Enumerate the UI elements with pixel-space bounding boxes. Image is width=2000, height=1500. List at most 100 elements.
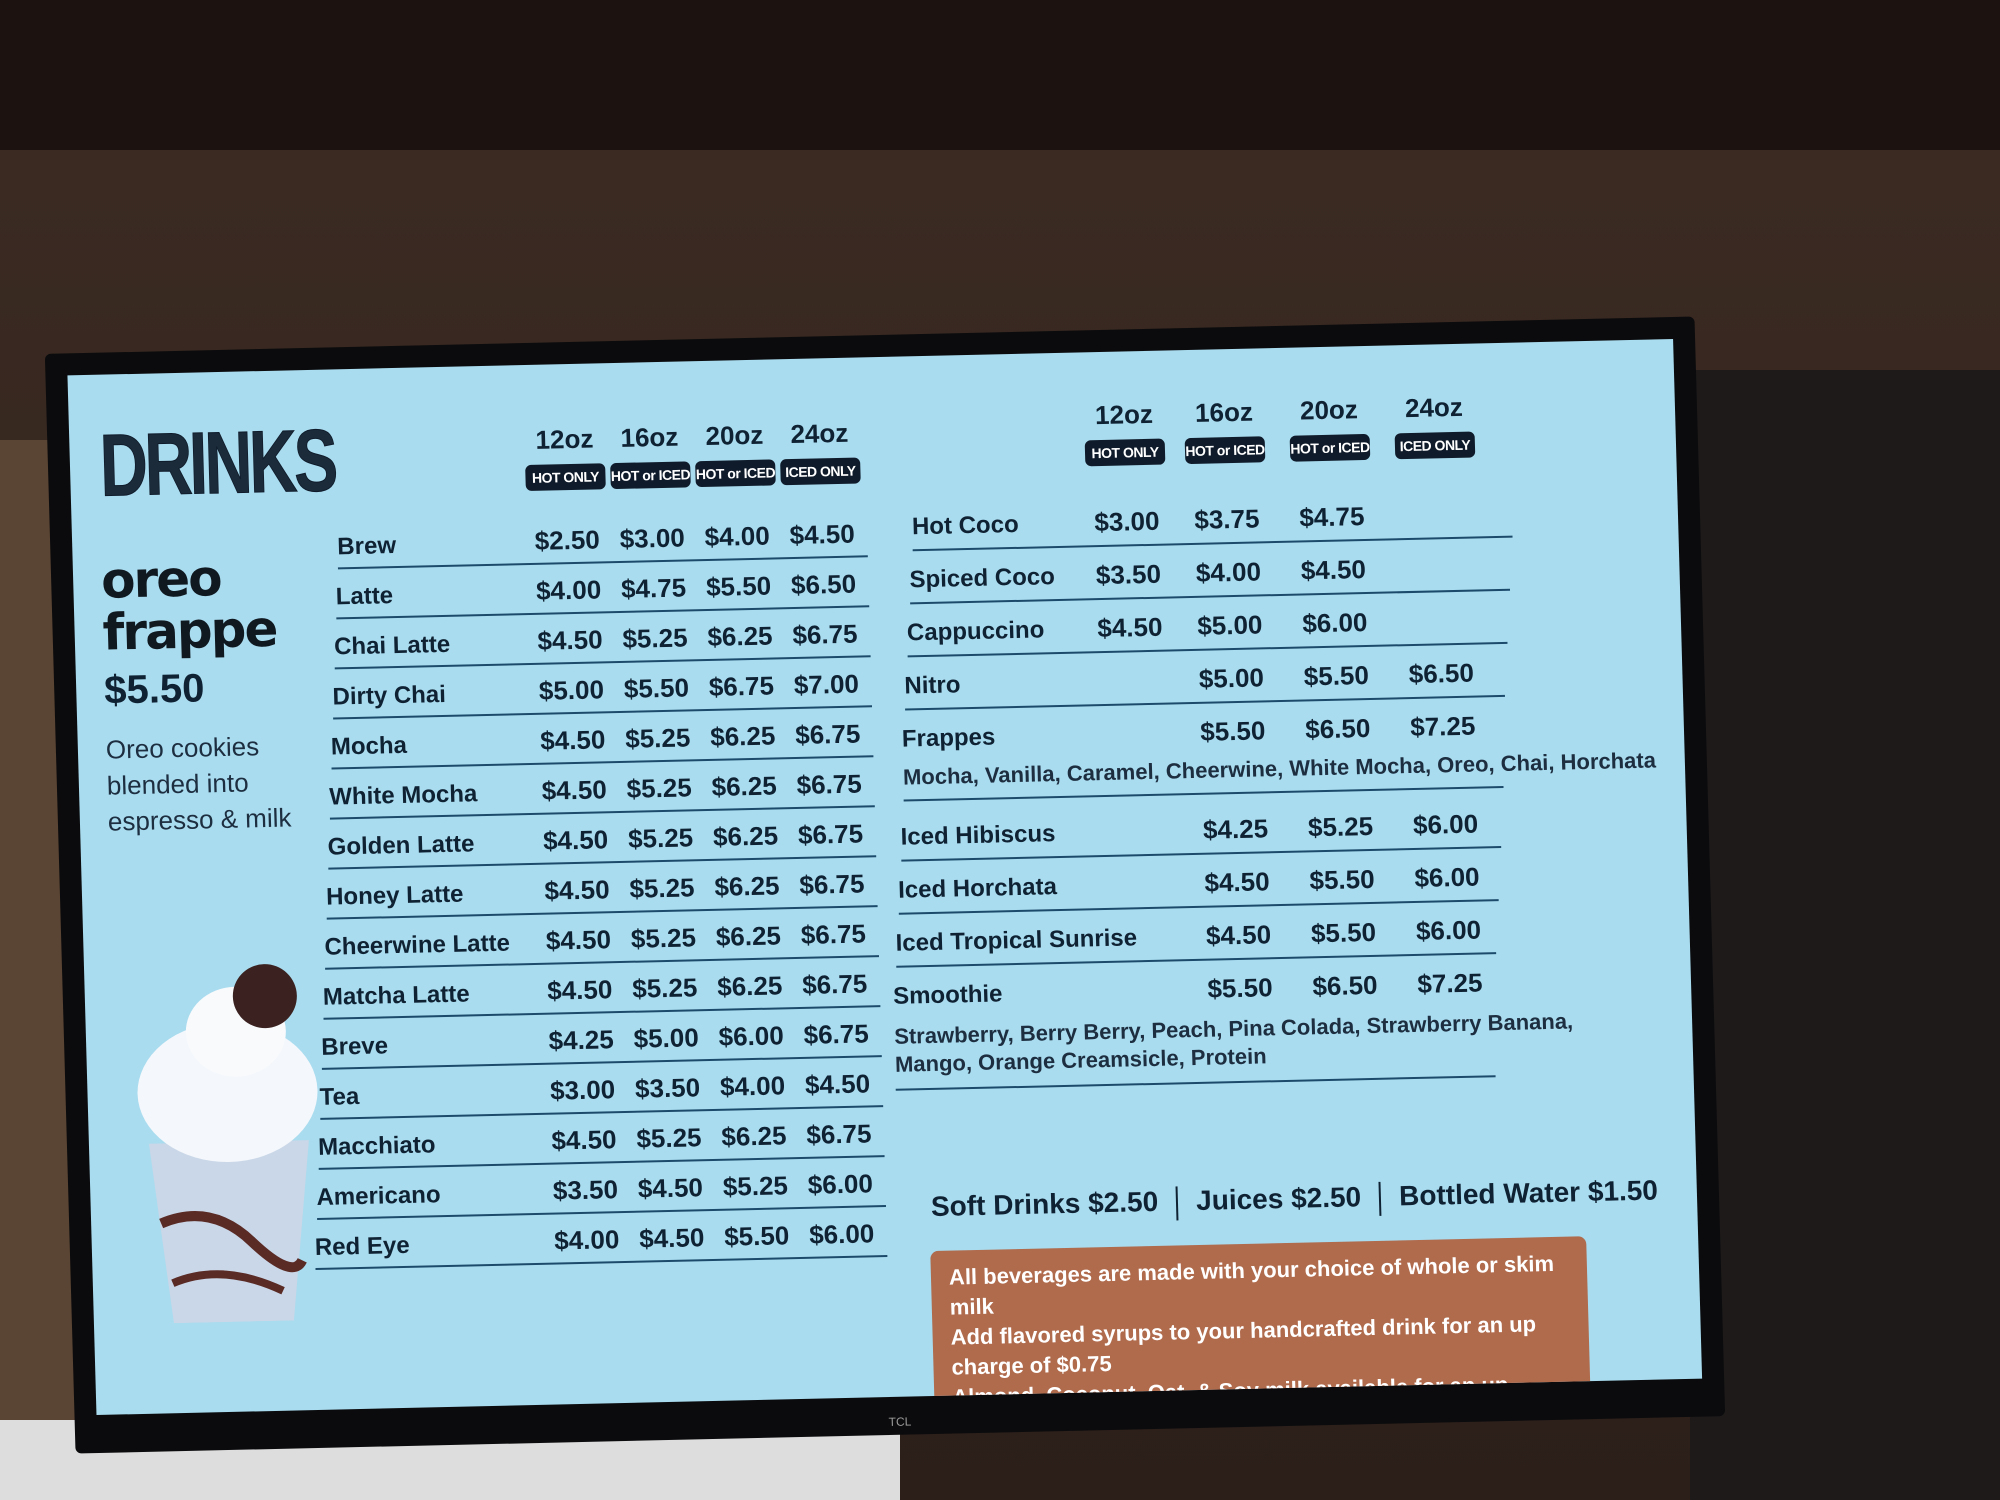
menu-title: DRINKS [98, 410, 337, 515]
item-price: $6.75 [792, 618, 858, 651]
item-price: $4.25 [1202, 813, 1269, 845]
item-price: $4.50 [789, 518, 856, 551]
item-price: $6.75 [708, 670, 775, 702]
item-price: $6.50 [1408, 657, 1475, 690]
item-name: Hot Coco [911, 510, 1020, 541]
item-price: $6.25 [715, 920, 782, 952]
item-price: $6.25 [712, 820, 779, 852]
item-price: $4.50 [539, 724, 606, 756]
size-header: 12oz [535, 423, 594, 455]
size-header: 24oz [790, 417, 849, 450]
divider [1175, 1186, 1179, 1221]
menu-screen: DRINKS oreo frappe $5.50 Oreo cookies bl… [67, 338, 1703, 1416]
item-name: Brew [336, 532, 397, 561]
item-name: Dirty Chai [332, 680, 447, 711]
item-price: $5.00 [1196, 609, 1263, 641]
tv-menu-board: DRINKS oreo frappe $5.50 Oreo cookies bl… [44, 316, 1726, 1454]
item-price: $6.00 [807, 1168, 874, 1200]
item-price: $6.75 [794, 718, 861, 750]
item-price: $6.00 [1414, 861, 1480, 893]
item-price: $3.00 [619, 522, 686, 554]
size-badge: HOT or ICED [1184, 436, 1266, 465]
item-price: $3.50 [1095, 558, 1162, 591]
item-name: Smoothie [892, 980, 1003, 1010]
item-name: Americano [316, 1181, 441, 1211]
size-header: 12oz [1094, 398, 1154, 431]
size-badge: HOT or ICED [695, 459, 776, 488]
bottled-water: Bottled Water $1.50 [1398, 1174, 1659, 1212]
juices: Juices $2.50 [1195, 1181, 1362, 1217]
item-name: Golden Latte [327, 830, 475, 861]
item-price: $5.50 [705, 570, 772, 602]
item-price: $6.75 [796, 768, 863, 800]
item-price: $7.25 [1409, 710, 1476, 743]
item-price: $5.50 [1207, 972, 1273, 1004]
item-price: $6.75 [803, 1018, 870, 1050]
item-name: Iced Hibiscus [900, 820, 1056, 851]
item-price: $5.25 [626, 772, 693, 804]
size-badge: ICED ONLY [780, 457, 861, 486]
frappe-cup-image [137, 964, 318, 1324]
item-price: $6.25 [709, 720, 776, 752]
menu-row: Smoothie $5.50 $6.50 $7.25 Strawberry, Berry… [892, 957, 1573, 1091]
item-price: $4.50 [542, 824, 609, 856]
item-price: $5.25 [722, 1170, 789, 1202]
item-price: $5.00 [1198, 662, 1265, 694]
item-price [1095, 815, 1175, 817]
item-price: $4.00 [535, 574, 602, 606]
side-panel [1690, 370, 2000, 1500]
size-header: 24oz [1404, 391, 1464, 424]
item-price: $5.00 [538, 674, 605, 706]
item-name: Cheerwine Latte [324, 929, 511, 961]
promo-desc-1: Oreo cookies [105, 731, 260, 765]
item-name: Iced Tropical Sunrise [895, 924, 1138, 957]
item-name: Red Eye [314, 1231, 410, 1262]
item-price [1396, 498, 1476, 500]
size-badge: HOT or ICED [610, 461, 691, 490]
item-price: $6.00 [808, 1218, 875, 1250]
item-price: $5.50 [623, 672, 690, 704]
soft-drinks: Soft Drinks $2.50 [930, 1185, 1159, 1223]
item-price: $5.25 [1307, 810, 1374, 843]
item-name: Tea [319, 1082, 360, 1111]
item-price: $6.75 [797, 818, 864, 850]
menu-row: Frappes $5.50 $6.50 $7.25 Mocha, Vanilla, Ca… [901, 699, 1656, 802]
item-price: $3.00 [1093, 505, 1160, 538]
item-price: $5.25 [629, 872, 695, 904]
promo-price: $5.50 [103, 666, 205, 713]
promo-name-2: frappe [101, 599, 278, 662]
item-price: $6.50 [1312, 969, 1378, 1002]
tv-brand-logo: TCL [888, 1414, 912, 1430]
ceiling [0, 0, 2000, 150]
promo-desc-3: espresso & milk [107, 802, 292, 837]
item-price: $5.25 [627, 822, 694, 854]
item-name: Mocha [330, 731, 408, 761]
item-price: $6.25 [716, 970, 783, 1002]
item-price: $6.75 [800, 918, 867, 950]
item-name: Latte [335, 582, 394, 611]
item-price: $5.25 [631, 972, 698, 1004]
other-drinks: Soft Drinks $2.50 Juices $2.50 Bottled Wat… [931, 1175, 1659, 1226]
item-price: $4.75 [620, 572, 687, 604]
item-price [1097, 868, 1177, 870]
item-name: White Mocha [328, 780, 478, 811]
size-header: 16oz [1194, 396, 1254, 428]
item-price: $4.50 [545, 924, 612, 956]
size-badge: HOT or ICED [1289, 433, 1371, 462]
item-price: $3.00 [549, 1074, 616, 1106]
item-price [1092, 717, 1172, 719]
item-price: $5.50 [1199, 715, 1266, 747]
item-price: $6.50 [790, 568, 857, 601]
item-price: $4.50 [1204, 866, 1270, 898]
item-price: $6.25 [714, 870, 780, 902]
size-header: 20oz [1299, 394, 1359, 426]
item-name: Honey Latte [325, 880, 464, 911]
item-price: $4.50 [1096, 611, 1163, 644]
item-name: Macchiato [317, 1131, 436, 1161]
item-price: $6.00 [1412, 808, 1479, 841]
item-price: $5.25 [630, 922, 697, 954]
item-price: $5.50 [1309, 863, 1375, 896]
item-price: $6.75 [798, 868, 865, 900]
item-price [1399, 604, 1479, 606]
item-price: $4.50 [537, 624, 603, 656]
